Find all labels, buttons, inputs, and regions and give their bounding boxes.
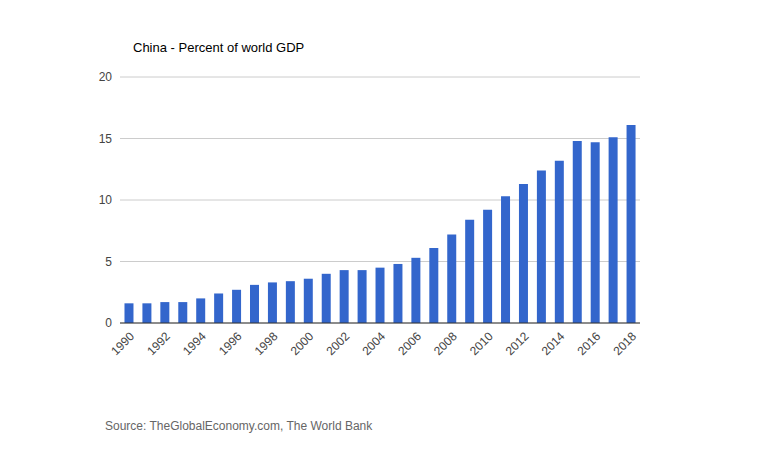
svg-text:5: 5 <box>105 255 112 269</box>
svg-text:0: 0 <box>105 316 112 330</box>
svg-text:2008: 2008 <box>431 329 460 358</box>
svg-text:2018: 2018 <box>610 329 639 358</box>
svg-text:2004: 2004 <box>359 329 388 358</box>
svg-text:1990: 1990 <box>108 329 137 358</box>
svg-text:2002: 2002 <box>324 329 353 358</box>
svg-text:2014: 2014 <box>539 329 568 358</box>
svg-text:1998: 1998 <box>252 329 281 358</box>
svg-text:1994: 1994 <box>180 329 209 358</box>
svg-text:2010: 2010 <box>467 329 496 358</box>
svg-text:2016: 2016 <box>575 329 604 358</box>
svg-text:15: 15 <box>99 132 113 146</box>
svg-text:2006: 2006 <box>395 329 424 358</box>
svg-text:1992: 1992 <box>144 329 173 358</box>
svg-text:10: 10 <box>99 193 113 207</box>
svg-text:20: 20 <box>99 70 113 84</box>
html-text:Source: TheGlobalEconomy.com,: Source: TheGlobalEconomy.com, The World … <box>105 419 373 433</box>
svg-text:2000: 2000 <box>288 329 317 358</box>
svg-text:1996: 1996 <box>216 329 245 358</box>
html-text:China - Percent of world GDP: China - Percent of world GDP <box>133 40 305 55</box>
svg-text:2012: 2012 <box>503 329 532 358</box>
